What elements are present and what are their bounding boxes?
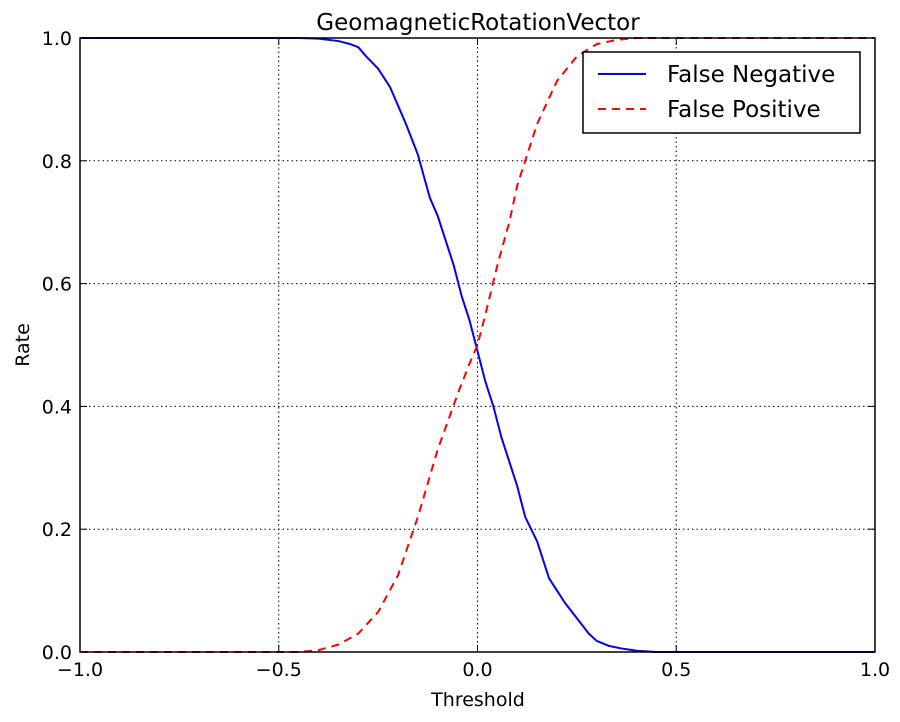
chart-title: GeomagneticRotationVector [316,10,640,36]
y-tick-label: 0.8 [42,151,72,173]
legend-label: False Positive [667,97,821,123]
x-tick-label: 0.5 [661,659,691,681]
legend: False Negative False Positive [582,51,861,134]
x-tick-label: 1.0 [860,659,890,681]
y-tick-label: 1.0 [42,28,72,50]
x-axis-ticks: −1.0 −0.5 0.0 0.5 1.0 [57,38,890,681]
x-tick-label: 0.0 [462,659,492,681]
series-line-false-negative [80,37,875,653]
y-axis-label: Rate [12,323,34,367]
y-tick-label: 0.4 [42,396,72,418]
x-tick-label: −1.0 [57,659,103,681]
grid-lines [80,38,875,652]
y-tick-label: 0.0 [42,642,72,664]
x-tick-label: −0.5 [256,659,302,681]
x-axis-label: Threshold [430,689,525,711]
y-tick-label: 0.6 [42,274,72,296]
legend-box [582,51,861,134]
series-layer [80,37,875,653]
y-axis-ticks: 0.0 0.2 0.4 0.6 0.8 1.0 [42,28,875,664]
y-tick-label: 0.2 [42,519,72,541]
series-line-false-positive [80,37,875,653]
legend-label: False Negative [667,62,835,88]
